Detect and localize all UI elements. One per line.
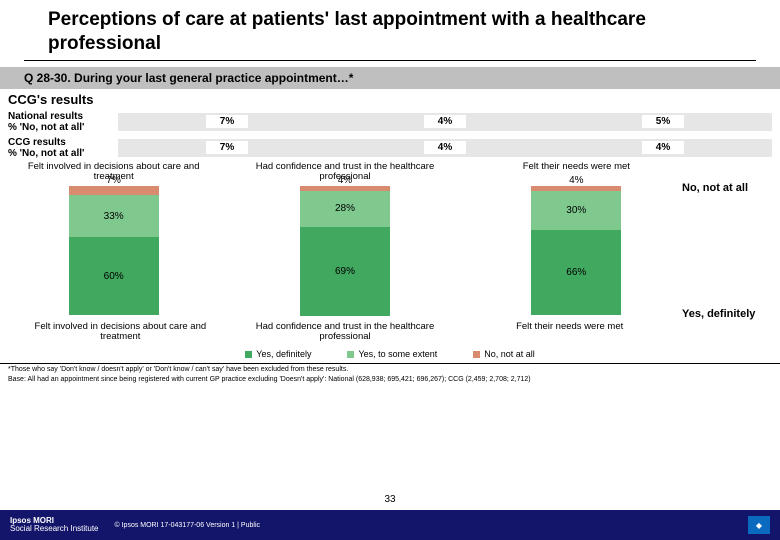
title-bar: Perceptions of care at patients' last ap…	[24, 0, 756, 61]
charts: Felt involved in decisions about care an…	[8, 162, 682, 316]
legend-label-0: Yes, definitely	[256, 349, 311, 359]
copyright: © Ipsos MORI 17-043177-06 Version 1 | Pu…	[115, 522, 261, 529]
stacked-bar-0: Felt involved in decisions about care an…	[8, 162, 219, 316]
side-labels: No, not at all Yes, definitely	[682, 162, 772, 316]
question-bar: Q 28-30. During your last general practi…	[0, 67, 780, 89]
bar-0-seg-1: 33%	[69, 195, 159, 238]
bar-0-seg-0: 7%	[69, 186, 159, 195]
national-row: National results % 'No, not at all' 7% 4…	[0, 110, 780, 134]
legend-item-2: No, not at all	[473, 349, 535, 359]
legend-swatch-2	[473, 351, 480, 358]
legend-label-1: Yes, to some extent	[358, 349, 437, 359]
axis-label-1: Had confidence and trust in the healthca…	[233, 322, 458, 344]
stacked-bar-1: Had confidence and trust in the healthca…	[239, 162, 450, 316]
axis-labels: Felt involved in decisions about care an…	[0, 322, 780, 344]
side-label-no: No, not at all	[682, 182, 748, 194]
partner-logo: ◆	[748, 516, 770, 534]
nat-val-0: 7%	[206, 115, 248, 128]
nat-val-1: 4%	[424, 115, 466, 128]
legend-swatch-0	[245, 351, 252, 358]
side-label-yes: Yes, definitely	[682, 308, 755, 320]
ipsos-logo: Ipsos MORI Social Research Institute	[10, 517, 99, 533]
stacked-bar-2: Felt their needs were met4%30%66%	[471, 162, 682, 316]
national-label: National results % 'No, not at all'	[8, 111, 118, 133]
ccg-row: CCG results % 'No, not at all' 7% 4% 4%	[0, 136, 780, 160]
footer-bar: 33 Ipsos MORI Social Research Institute …	[0, 510, 780, 540]
ccg-val-0: 7%	[206, 141, 248, 154]
legend: Yes, definitely Yes, to some extent No, no…	[0, 349, 780, 359]
bar-1-seg-1: 28%	[300, 191, 390, 227]
bar-0-seg-2: 60%	[69, 237, 159, 315]
ccg-val-2: 4%	[642, 141, 684, 154]
ccg-row-label: CCG results % 'No, not at all'	[8, 137, 118, 159]
legend-label-2: No, not at all	[484, 349, 535, 359]
bar-1: 4%28%69%	[300, 186, 390, 316]
legend-item-1: Yes, to some extent	[347, 349, 437, 359]
legend-swatch-1	[347, 351, 354, 358]
ccg-heading: CCG's results	[0, 89, 780, 110]
nat-val-2: 5%	[642, 115, 684, 128]
axis-label-0: Felt involved in decisions about care an…	[8, 322, 233, 344]
axis-label-2: Felt their needs were met	[457, 322, 682, 344]
footnote-1: *Those who say 'Don't know / doesn't app…	[0, 363, 780, 375]
bar-2: 4%30%66%	[531, 186, 621, 316]
bar-0: 7%33%60%	[69, 186, 159, 316]
charts-wrap: Felt involved in decisions about care an…	[0, 162, 780, 316]
legend-item-0: Yes, definitely	[245, 349, 311, 359]
footnote-2: Base: All had an appointment since being…	[0, 375, 780, 385]
page-title: Perceptions of care at patients' last ap…	[48, 8, 732, 56]
bar-2-seg-2: 66%	[531, 230, 621, 316]
bar-1-seg-2: 69%	[300, 227, 390, 316]
bar-2-seg-1: 30%	[531, 191, 621, 230]
page-number: 33	[384, 494, 395, 505]
ccg-values: 7% 4% 4%	[118, 139, 772, 157]
national-values: 7% 4% 5%	[118, 113, 772, 131]
ccg-val-1: 4%	[424, 141, 466, 154]
